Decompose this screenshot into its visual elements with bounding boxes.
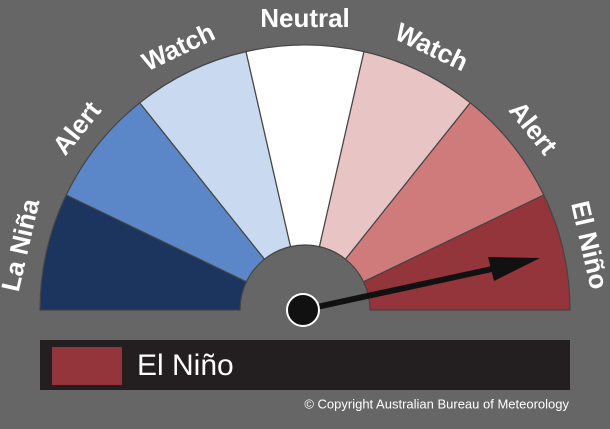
needle — [302, 266, 493, 313]
needle-hub — [286, 293, 320, 327]
needle-head — [488, 257, 540, 281]
copyright: © Copyright Australian Bureau of Meteoro… — [304, 396, 569, 411]
segment-label: Neutral — [260, 3, 350, 33]
legend-bar — [40, 340, 570, 390]
legend-swatch — [52, 347, 122, 385]
legend-label: El Niño — [137, 349, 234, 382]
gauge-segment — [362, 194, 571, 311]
